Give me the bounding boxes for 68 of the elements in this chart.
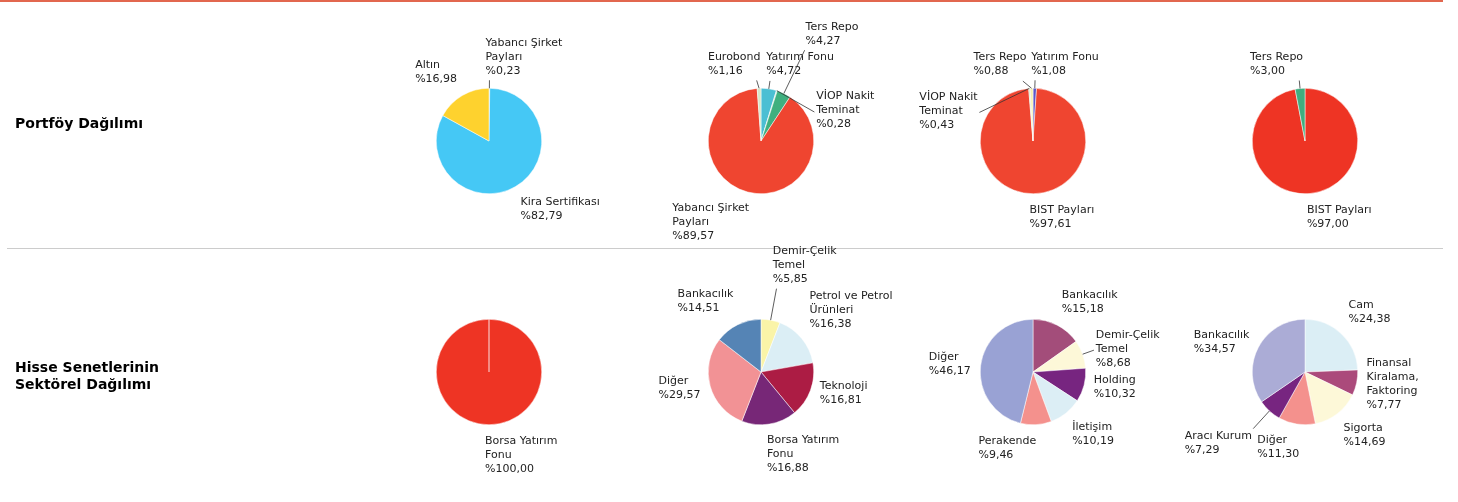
slice-label: İletişim	[1072, 420, 1113, 434]
data-label: %9,46	[978, 448, 1014, 462]
slice-label: BIST Payları	[1029, 203, 1095, 217]
data-label: %3,00	[1250, 63, 1286, 77]
slice-label: VİOP Nakit Teminat	[815, 89, 876, 117]
data-label: %0,28	[816, 117, 852, 131]
slice-label: Demir-Çelik Temel	[1094, 327, 1161, 355]
slice-label: Petrol ve Petrol Ürünleri	[809, 289, 893, 317]
slice-label: Holding	[1093, 373, 1136, 387]
data-label: %97,00	[1306, 216, 1349, 230]
slice-label: Sigorta	[1343, 420, 1383, 434]
slice-label: Eurobond	[707, 49, 761, 63]
data-label: %8,68	[1095, 355, 1131, 369]
data-label: %1,16	[707, 63, 743, 77]
slice-label: Aracı Kurum	[1184, 429, 1252, 443]
data-label: %34,57	[1193, 342, 1236, 356]
text: Portföy Dağılımı	[15, 114, 145, 132]
slice-label: BIST Payları	[1306, 202, 1372, 216]
data-label: %82,79	[520, 208, 563, 222]
data-label: %1,08	[1031, 63, 1067, 77]
data-label: %16,98	[415, 72, 458, 86]
data-label: %16,81	[819, 393, 862, 407]
data-label: %14,69	[1343, 434, 1386, 448]
data-label: %7,77	[1366, 398, 1402, 412]
slice-label: Diğer	[658, 374, 689, 388]
data-label: %14,51	[677, 301, 720, 315]
text: Hisse Senetlerinin Sektörel Dağılımı	[15, 359, 160, 393]
slice-label: Yabancı Şirket Payları	[671, 201, 750, 229]
slice-label: Diğer	[1257, 433, 1288, 447]
slice-label: Borsa Yatırım Fonu	[766, 433, 840, 461]
data-label: %0,23	[485, 63, 521, 77]
data-label: %0,88	[973, 64, 1009, 78]
data-label: %97,61	[1029, 217, 1072, 231]
slice-label: Kira Sertifikası	[520, 194, 600, 208]
data-label: %100,00	[485, 462, 534, 476]
data-label: %16,38	[809, 317, 852, 331]
slice-label: Yatırım Fonu	[1030, 49, 1099, 63]
slice-label: Finansal Kiralama, Faktoring	[1366, 356, 1419, 398]
data-label: %11,30	[1257, 447, 1300, 461]
data-label: %16,88	[766, 461, 809, 475]
slice-label: Perakende	[978, 434, 1037, 448]
slice-label: Diğer	[928, 349, 960, 363]
slice-label: Bankacılık	[1193, 328, 1251, 342]
slice-label: Bankacılık	[677, 287, 735, 301]
slice-label: Altın	[415, 58, 441, 72]
data-label: %15,18	[1061, 301, 1104, 315]
data-label: %24,38	[1348, 312, 1391, 326]
slice-label: VİOP Nakit Teminat	[918, 89, 979, 117]
data-label: %29,57	[658, 388, 701, 402]
slice-label: Teknoloji	[818, 379, 868, 393]
slice-label: Yatırım Fonu	[765, 50, 834, 64]
data-label: %4,27	[805, 33, 841, 47]
slice-label: Ters Repo	[1249, 49, 1304, 63]
slice-label: Borsa Yatırım Fonu	[485, 434, 558, 462]
slice-label: Cam	[1348, 298, 1374, 312]
data-label: %0,43	[919, 117, 955, 131]
data-label: %5,85	[772, 272, 808, 286]
data-label: %4,72	[766, 64, 802, 78]
data-label: %10,32	[1093, 387, 1136, 401]
data-label: %89,57	[672, 229, 715, 243]
slice-label: Ters Repo	[804, 19, 859, 33]
data-label: %10,19	[1072, 434, 1115, 448]
data-label: %46,17	[928, 363, 971, 377]
slice-label: Ters Repo	[972, 50, 1027, 64]
slice-label: Bankacılık	[1061, 287, 1119, 301]
slice-label: Demir-Çelik Temel	[771, 244, 838, 272]
slice-label: Yabancı Şirket Payları	[484, 35, 563, 63]
data-label: %7,29	[1184, 443, 1220, 457]
